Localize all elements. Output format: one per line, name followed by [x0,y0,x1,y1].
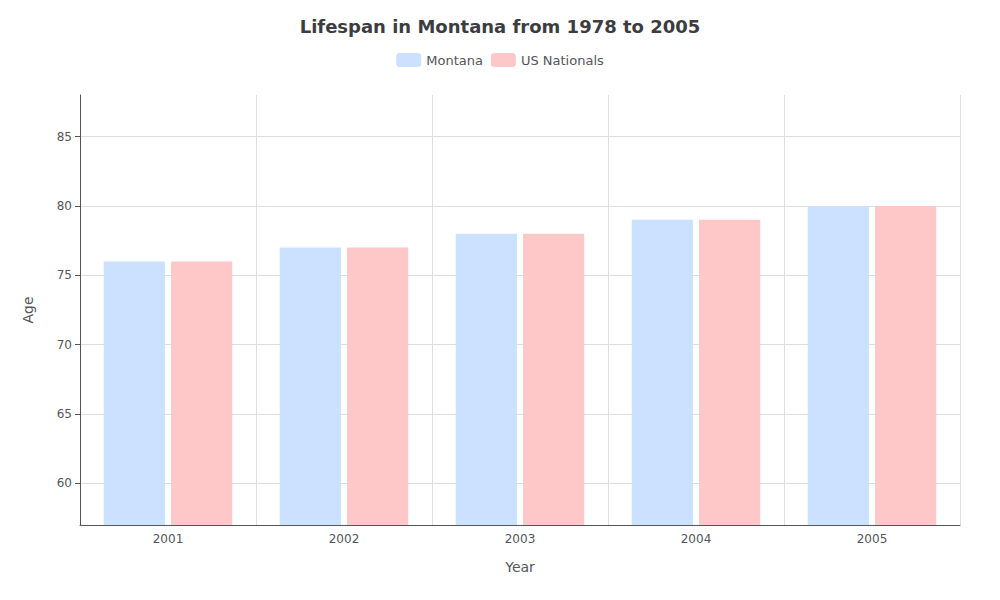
svg-text:2005: 2005 [857,532,888,546]
svg-text:2001: 2001 [153,532,184,546]
svg-text:2004: 2004 [681,532,712,546]
svg-text:2002: 2002 [329,532,360,546]
svg-text:Age: Age [20,296,36,323]
svg-text:2003: 2003 [505,532,536,546]
svg-text:80: 80 [57,199,72,213]
svg-text:US Nationals: US Nationals [521,53,604,68]
svg-text:Montana: Montana [426,53,483,68]
svg-text:65: 65 [57,407,72,421]
svg-text:70: 70 [57,338,72,352]
svg-text:75: 75 [57,268,72,282]
svg-text:Year: Year [504,559,535,575]
svg-text:60: 60 [57,476,72,490]
svg-text:85: 85 [57,130,72,144]
svg-text:Lifespan in Montana from 1978: Lifespan in Montana from 1978 to 2005 [300,16,701,37]
